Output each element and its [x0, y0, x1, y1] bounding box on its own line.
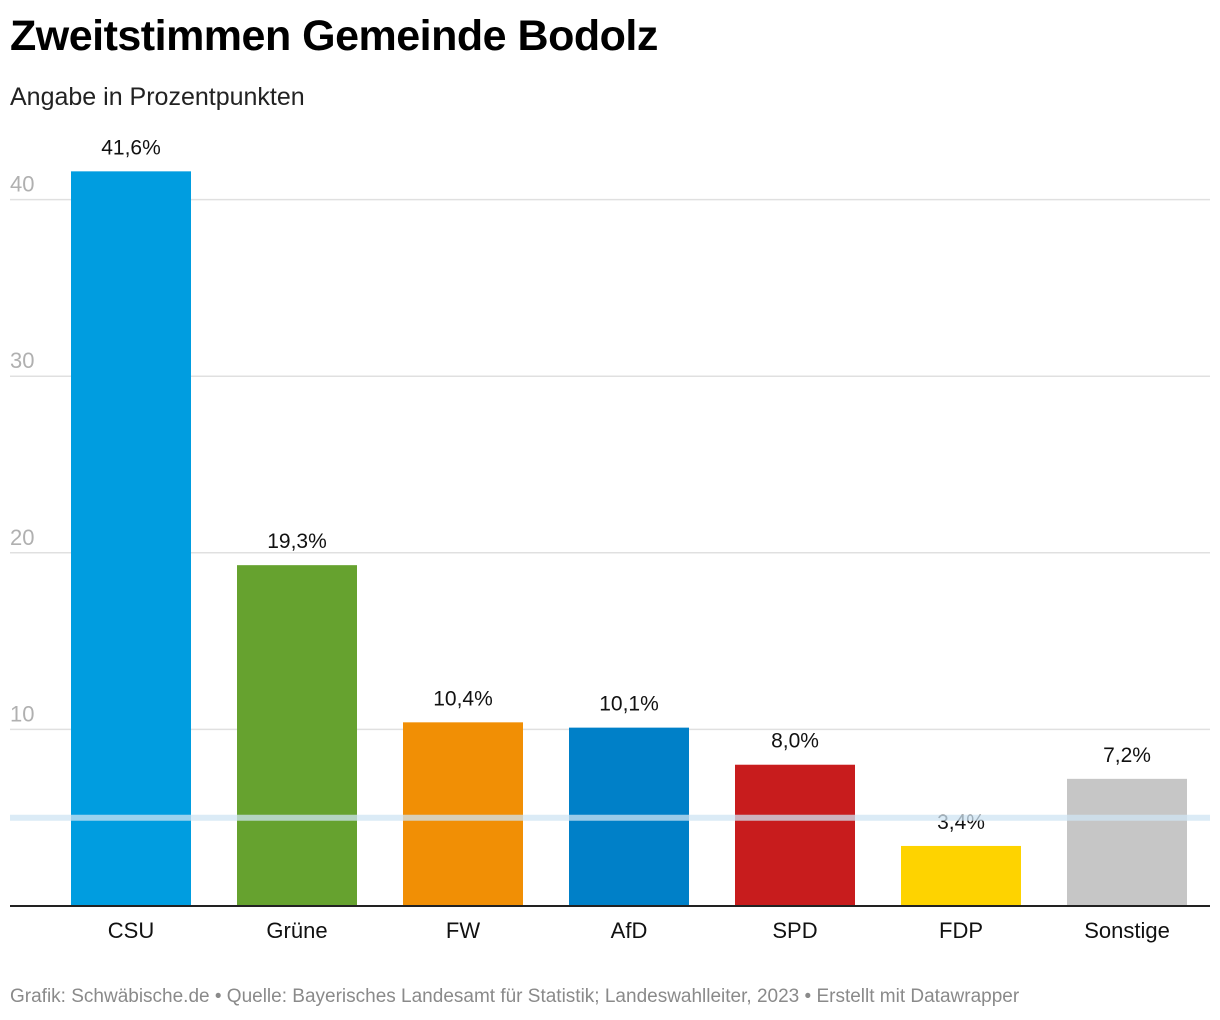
bar [901, 845, 1021, 906]
x-tick-label: CSU [108, 918, 154, 943]
bar-value-label: 10,4% [433, 687, 493, 710]
bar-value-label: 7,2% [1103, 744, 1151, 767]
chart-title: Zweitstimmen Gemeinde Bodolz [10, 12, 658, 60]
bar-value-label: 3,4% [937, 811, 985, 834]
bar-value-label: 8,0% [771, 730, 819, 753]
bar [735, 764, 855, 906]
source-footer: Grafik: Schwäbische.de • Quelle: Bayeris… [10, 986, 1020, 1007]
bar [71, 171, 191, 906]
x-tick-label: AfD [611, 918, 648, 943]
x-tick-label: Sonstige [1084, 918, 1170, 943]
y-tick-label: 10 [10, 701, 34, 726]
bar [403, 722, 523, 906]
y-tick-label: 20 [10, 525, 34, 550]
x-tick-label: FDP [939, 918, 983, 943]
x-tick-label: SPD [772, 918, 817, 943]
y-tick-label: 30 [10, 348, 34, 373]
bar-value-label: 19,3% [267, 530, 327, 553]
bar [1067, 778, 1187, 906]
bar-value-label: 41,6% [101, 136, 161, 159]
chart-subtitle: Angabe in Prozentpunkten [10, 83, 305, 111]
x-tick-label: FW [446, 918, 480, 943]
y-tick-label: 40 [10, 172, 34, 197]
x-tick-label: Grüne [266, 918, 327, 943]
bar-value-label: 10,1% [599, 693, 659, 716]
bar [237, 565, 357, 906]
